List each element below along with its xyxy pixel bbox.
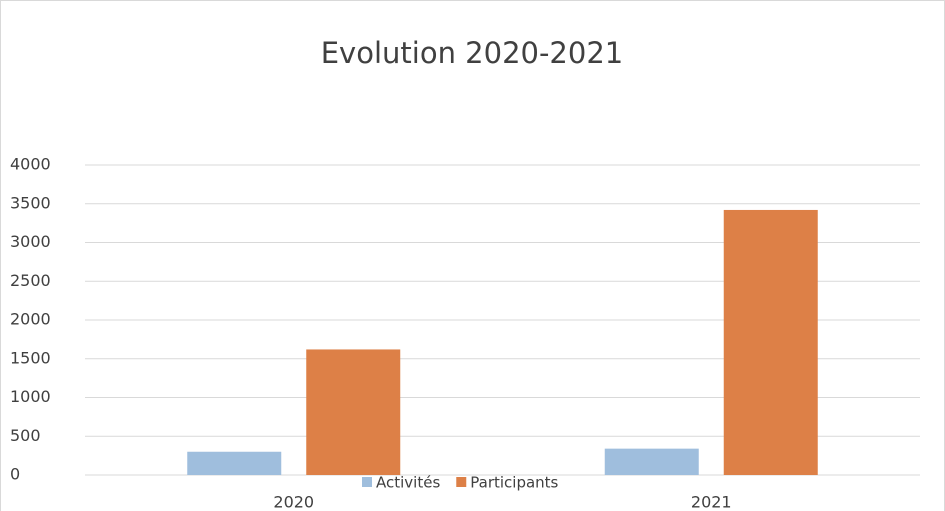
legend-swatch xyxy=(362,477,372,487)
y-tick-label: 0 xyxy=(10,465,20,484)
bar xyxy=(306,349,401,475)
legend-swatch xyxy=(456,477,467,487)
x-tick-label: 2021 xyxy=(691,493,732,511)
bar xyxy=(187,451,282,475)
y-tick-label: 1000 xyxy=(10,387,51,406)
y-tick-label: 2000 xyxy=(10,310,51,329)
bar xyxy=(723,209,818,475)
chart-title: Evolution 2020-2021 xyxy=(321,36,624,70)
y-tick-label: 1500 xyxy=(10,348,51,367)
legend-label: Activités xyxy=(376,474,440,492)
legend-label: Participants xyxy=(470,474,558,492)
x-tick-label: 2020 xyxy=(273,493,314,511)
y-tick-label: 3500 xyxy=(10,193,51,212)
y-tick-label: 2500 xyxy=(10,271,51,290)
y-tick-label: 4000 xyxy=(10,155,51,174)
y-tick-label: 3000 xyxy=(10,232,51,251)
y-tick-label: 500 xyxy=(10,426,41,445)
bar xyxy=(604,448,699,475)
